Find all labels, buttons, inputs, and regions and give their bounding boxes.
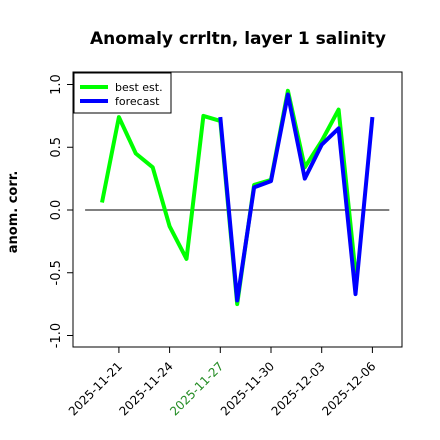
series-line-forecast	[218, 92, 375, 303]
y-tick-label: 0.0	[49, 200, 64, 221]
y-tick-label: -0.5	[49, 260, 64, 285]
legend-box	[73, 72, 172, 114]
y-axis-label: anom. corr.	[6, 171, 21, 254]
legend-label-forecast: forecast	[115, 95, 160, 108]
y-tick-label: 1.0	[49, 74, 64, 95]
chart-title: Anomaly crrltn, layer 1 salinity	[90, 29, 386, 49]
y-axis: -1.0 -0.5 0.0 0.5 1.0	[49, 74, 73, 348]
legend-label-best-est: best est.	[115, 81, 163, 94]
x-tick-label: 2025-12-06	[319, 359, 378, 418]
y-tick-label: -1.0	[49, 323, 64, 348]
legend: best est. forecast	[73, 72, 172, 114]
x-axis: 2025-11-212025-11-242025-11-272025-11-30…	[66, 347, 379, 418]
y-tick-label: 0.5	[49, 137, 64, 158]
series-layer	[100, 88, 375, 307]
